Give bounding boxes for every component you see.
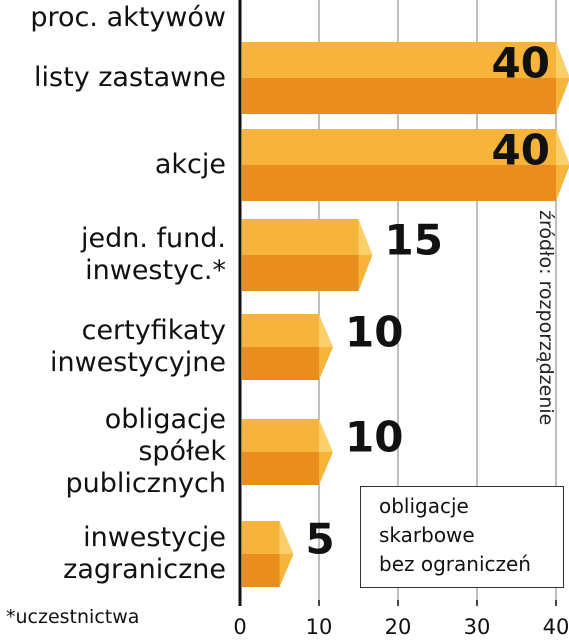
bar-tip bbox=[279, 521, 294, 554]
bar bbox=[242, 219, 359, 291]
value-label: 10 bbox=[345, 413, 403, 462]
x-tick-label: 30 bbox=[464, 615, 491, 639]
unit-label: proc. aktywów bbox=[30, 2, 226, 33]
x-tick-label: 40 bbox=[543, 615, 569, 639]
value-label: 40 bbox=[492, 39, 550, 88]
bar-tip bbox=[556, 42, 569, 78]
bar-tip bbox=[556, 165, 569, 201]
x-tick-label: 20 bbox=[385, 615, 412, 639]
bar-tip bbox=[358, 219, 373, 255]
bar-tip bbox=[279, 554, 294, 587]
category-label: akcje bbox=[154, 149, 226, 180]
bar bbox=[242, 42, 556, 114]
x-tick-label: 0 bbox=[233, 615, 246, 639]
bar-tip bbox=[319, 419, 333, 452]
value-label: 10 bbox=[345, 308, 403, 357]
bar-tip bbox=[319, 314, 333, 347]
x-tick-label: 10 bbox=[306, 615, 333, 639]
category-label: certyfikaty inwestycyjne bbox=[50, 315, 226, 378]
category-label: inwestycje zagraniczne bbox=[63, 522, 226, 585]
value-label: 15 bbox=[385, 216, 443, 265]
bar-tip bbox=[319, 347, 333, 380]
category-label: obligacje spółek publicznych bbox=[65, 404, 226, 499]
bar bbox=[242, 129, 556, 201]
category-label: jedn. fund. inwestyc.* bbox=[81, 223, 226, 286]
category-label: listy zastawne bbox=[34, 62, 226, 93]
bar bbox=[242, 521, 280, 587]
bar bbox=[242, 314, 319, 380]
annotation-box: obligacje skarbowe bez ograniczeń bbox=[360, 486, 564, 588]
bar-tip bbox=[556, 129, 569, 165]
bar-tip bbox=[358, 255, 373, 291]
value-label: 5 bbox=[306, 515, 335, 564]
source: źródło: rozporządzenie bbox=[535, 210, 557, 425]
footnote: *uczestnictwa bbox=[6, 606, 140, 628]
value-label: 40 bbox=[492, 126, 550, 175]
bar bbox=[242, 419, 319, 485]
bar-tip bbox=[556, 78, 569, 114]
bar-tip bbox=[319, 452, 333, 485]
